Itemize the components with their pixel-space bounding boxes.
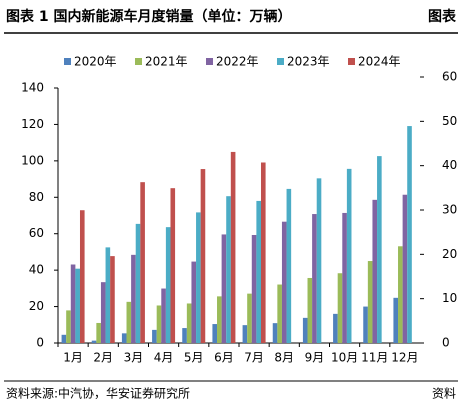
bar [377,156,382,343]
bar [96,322,101,343]
legend-label: 2020年 [74,55,117,69]
bar [135,223,141,343]
bar [402,194,408,343]
bar [110,256,115,343]
bar [140,182,145,343]
bar [165,227,171,343]
bar [307,277,313,343]
bar [333,313,338,343]
header-title: 图表 1 国内新能源车月度销量（单位：万辆） [6,8,292,25]
y2-tick-label: 50 [442,114,457,128]
bar [286,188,292,343]
y2-tick-label: 0 [442,336,450,350]
bar [191,261,197,343]
bar [91,340,97,343]
x-tick-label: 10月 [331,351,358,365]
bar [226,196,231,343]
legend-label: 2024年 [358,55,401,69]
y2-tick-label: 60 [442,70,457,84]
bar [182,328,187,343]
bar [161,288,166,343]
bar [100,282,106,343]
bar [342,212,347,343]
bar [363,306,368,343]
bar [398,246,403,343]
bar [217,296,222,343]
bar [346,168,352,343]
bar [312,214,317,343]
x-tick-label: 7月 [244,351,264,365]
bar [407,126,412,343]
bar [337,273,343,343]
x-tick-label: 2月 [93,351,113,365]
bar [170,188,176,343]
legend-label: 2023年 [287,55,330,69]
footer-source: 资料来源:中汽协，华安证券研究所 [6,386,190,401]
y-tick-label: 0 [36,336,44,350]
bar [152,329,157,343]
bar [200,169,206,343]
y-tick-label: 40 [29,263,44,277]
legend-swatch [206,58,213,65]
y2-tick-label: 20 [442,247,457,261]
bar [367,261,373,343]
legend-swatch [64,58,71,65]
y-tick-label: 140 [21,81,44,95]
bar [212,324,218,343]
bar [256,200,261,343]
bar [79,210,85,343]
y-tick-label: 100 [21,153,44,167]
bar [121,333,127,343]
x-tick-label: 11月 [361,351,388,365]
x-tick-label: 5月 [184,351,204,365]
legend-swatch [135,58,142,65]
bar [277,284,282,343]
legend-label: 2022年 [216,55,259,69]
header-right: 图表 [428,8,457,25]
bar [126,301,132,343]
bar [75,268,80,343]
bar [131,254,136,343]
footer-right: 资料 [432,387,456,401]
bar [251,234,257,343]
legend-swatch [348,58,355,65]
bar [372,199,378,343]
bar [70,264,76,343]
bar [230,151,236,343]
y-tick-label: 120 [21,117,44,131]
bar [61,334,67,343]
y-tick-label: 80 [29,190,44,204]
bar [242,325,248,343]
y-tick-label: 20 [29,299,44,313]
x-tick-label: 12月 [391,351,418,365]
y2-tick-label: 40 [442,158,457,172]
bar [272,323,278,343]
bar [156,305,162,343]
bar [302,317,308,343]
bar [247,293,252,343]
x-tick-label: 9月 [305,351,325,365]
y2-tick-label: 10 [442,291,457,305]
bar [393,297,399,343]
bar [281,221,287,343]
bar [221,234,227,343]
x-tick-label: 3月 [124,351,144,365]
bar [196,212,201,343]
bar [260,162,266,343]
x-tick-label: 4月 [154,351,174,365]
y2-tick-label: 30 [442,203,457,217]
x-tick-label: 6月 [214,351,234,365]
y-tick-label: 60 [29,226,44,240]
legend-label: 2021年 [145,55,188,69]
bar [66,310,71,343]
bar [105,247,111,343]
bar [316,178,322,343]
x-tick-label: 8月 [274,351,294,365]
legend-swatch [277,58,284,65]
x-tick-label: 1月 [63,351,83,365]
bar [186,303,192,343]
